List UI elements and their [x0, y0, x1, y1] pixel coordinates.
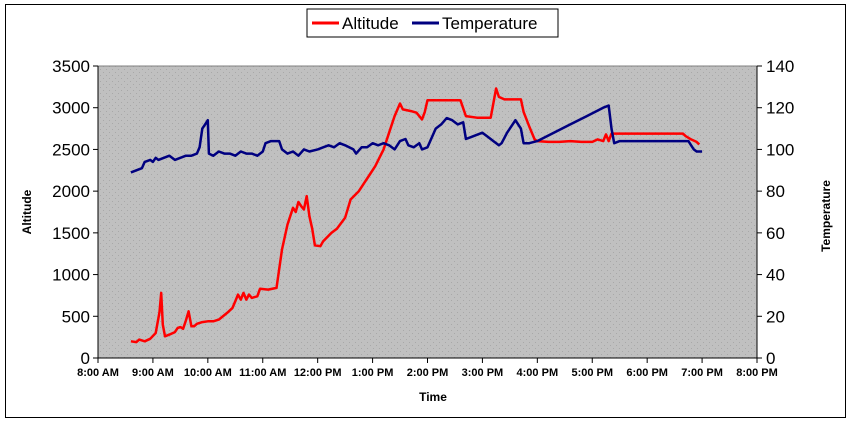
x-tick-label: 3:00 PM	[462, 367, 504, 379]
series-layer	[130, 87, 703, 344]
x-tick-label: 5:00 PM	[571, 367, 613, 379]
y-right-tick-label: 100	[766, 140, 794, 159]
x-tick-label: 4:00 PM	[517, 367, 559, 379]
y-right-tick-label: 40	[766, 266, 785, 285]
x-axis: 8:00 AM 9:00 AM 10:00 AM 11:00 AM 12:00 PM 1:…	[77, 357, 778, 379]
series-line-temperature	[130, 104, 703, 174]
y-axis-right: 0 20 40 60 80 100 120 140	[756, 57, 794, 368]
y-left-tick-label: 1000	[52, 266, 90, 285]
y-left-tick-label: 2000	[52, 182, 90, 201]
y-left-tick-label: 0	[81, 349, 90, 368]
y-right-tick-label: 80	[766, 182, 785, 201]
y-right-tick-label: 0	[766, 349, 775, 368]
x-tick-label: 11:00 AM	[239, 367, 286, 379]
chart-frame: 0 500 1000 1500 2000 2500 3000 3500 0 20 40 60 80 10…	[5, 4, 846, 418]
y-right-tick-label: 60	[766, 224, 785, 243]
y-left-tick-label: 500	[62, 307, 90, 326]
x-tick-label: 2:00 PM	[407, 367, 449, 379]
y-axis-left-title: Altitude	[20, 189, 34, 234]
x-tick-label: 7:00 PM	[681, 367, 723, 379]
plot-area	[97, 65, 758, 359]
x-tick-label: 12:00 PM	[294, 367, 342, 379]
x-tick-label: 9:00 AM	[132, 367, 174, 379]
x-axis-title: Time	[419, 390, 447, 404]
y-left-tick-label: 1500	[52, 224, 90, 243]
legend-label-temperature: Temperature	[442, 14, 537, 33]
x-tick-label: 10:00 AM	[184, 367, 232, 379]
y-axis-right-title: Temperature	[819, 180, 833, 252]
y-left-tick-label: 3000	[52, 99, 90, 118]
x-tick-label: 8:00 PM	[736, 367, 778, 379]
y-left-tick-label: 2500	[52, 140, 90, 159]
y-left-tick-label: 3500	[52, 57, 90, 76]
y-axis-left: 0 500 1000 1500 2000 2500 3000 3500	[52, 57, 99, 368]
x-tick-label: 8:00 AM	[77, 367, 119, 379]
x-tick-label: 6:00 PM	[626, 367, 668, 379]
line-chart: 0 500 1000 1500 2000 2500 3000 3500 0 20 40 60 80 10…	[20, 8, 833, 404]
series-line-altitude	[130, 87, 701, 344]
x-tick-label: 1:00 PM	[352, 367, 394, 379]
y-right-tick-label: 140	[766, 57, 794, 76]
legend-label-altitude: Altitude	[342, 14, 399, 33]
y-right-tick-label: 20	[766, 307, 785, 326]
legend: Altitude Temperature	[306, 8, 559, 38]
y-right-tick-label: 120	[766, 99, 794, 118]
